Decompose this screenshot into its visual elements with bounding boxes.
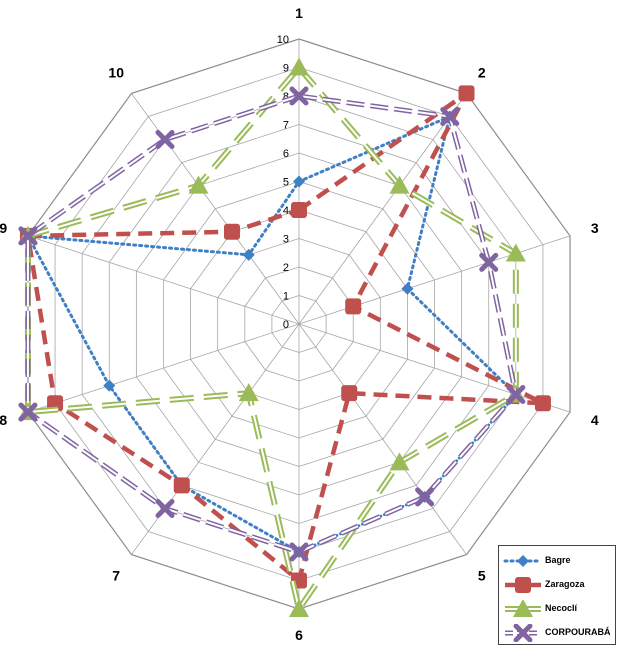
- legend-item: Zaragoza: [499, 574, 617, 596]
- tick-label: 6: [283, 148, 289, 160]
- category-label: 1: [295, 5, 303, 21]
- category-label: 7: [112, 568, 120, 584]
- legend-label: Bagre: [545, 555, 571, 565]
- data-point: [534, 395, 551, 412]
- tick-label: 9: [283, 63, 289, 75]
- tick-label: 7: [283, 120, 289, 132]
- legend-item: Bagre: [499, 550, 617, 572]
- radar-grid: [27, 38, 571, 610]
- data-point: [479, 252, 499, 272]
- category-label: 2: [478, 64, 486, 80]
- data-point: [513, 600, 533, 617]
- data-point: [155, 498, 175, 518]
- series-zaragoza: [19, 85, 551, 589]
- tick-label: 8: [283, 91, 289, 103]
- data-point: [18, 402, 38, 422]
- data-point: [293, 175, 305, 188]
- series-corpourab-: [18, 86, 526, 562]
- data-point: [103, 379, 116, 392]
- legend: Bagre Zaragoza Necoclí CORPOURABÁ: [498, 545, 616, 645]
- grid-spoke: [298, 323, 467, 555]
- tick-label: 3: [283, 234, 289, 246]
- legend-item: Necoclí: [499, 598, 617, 620]
- tick-label: 1: [283, 291, 289, 303]
- legend-swatch: [505, 624, 541, 642]
- data-point: [18, 226, 38, 246]
- tick-label: 5: [283, 177, 289, 189]
- legend-swatch-line: [505, 600, 541, 617]
- data-point: [401, 282, 414, 295]
- legend-swatch-line: [505, 624, 541, 642]
- data-point: [513, 624, 533, 642]
- legend-swatch: [505, 600, 541, 617]
- tick-label: 2: [283, 262, 289, 274]
- tick-label: 10: [277, 34, 289, 46]
- data-point: [238, 383, 259, 402]
- series-necocl-: [17, 57, 526, 617]
- series-line-inner: [26, 65, 517, 612]
- legend-item: CORPOURABÁ: [499, 622, 617, 644]
- data-point: [415, 487, 435, 507]
- tick-label: 0: [283, 319, 289, 331]
- data-point: [188, 175, 209, 194]
- grid-spoke: [298, 235, 571, 325]
- category-label: 5: [478, 568, 486, 584]
- data-point: [341, 385, 358, 402]
- data-point: [345, 298, 362, 315]
- category-label: 10: [108, 64, 124, 80]
- category-label: 3: [591, 220, 599, 236]
- grid-spoke: [131, 323, 300, 555]
- grid-spoke: [27, 323, 300, 413]
- legend-label: Necoclí: [545, 603, 578, 613]
- data-point: [515, 577, 531, 593]
- data-point: [505, 243, 526, 262]
- category-label: 4: [591, 412, 599, 428]
- data-point: [458, 85, 475, 102]
- grid-spoke: [298, 93, 467, 325]
- data-point: [289, 542, 309, 562]
- legend-swatch: [505, 577, 541, 593]
- category-label: 6: [295, 627, 303, 643]
- data-point: [289, 86, 309, 106]
- data-point: [242, 248, 255, 261]
- grid-spoke: [27, 235, 300, 325]
- legend-label: Zaragoza: [545, 579, 585, 589]
- data-point: [517, 555, 529, 567]
- legend-swatch-line: [505, 577, 541, 593]
- data-point: [173, 477, 190, 494]
- category-label: 8: [0, 412, 7, 428]
- data-point: [389, 175, 410, 194]
- legend-label: CORPOURABÁ: [545, 627, 611, 637]
- data-point: [289, 599, 309, 617]
- legend-swatch: [503, 555, 543, 567]
- data-point: [440, 106, 460, 126]
- grid-spoke: [298, 323, 571, 413]
- grid-spoke: [131, 93, 300, 325]
- data-point: [223, 223, 240, 240]
- data-point: [155, 130, 175, 150]
- radial-tick-labels: 0 1 2 3 4 5 6 7 8 9 10: [277, 34, 289, 331]
- series-layer: [17, 57, 551, 617]
- category-label: 9: [0, 220, 7, 236]
- data-point: [389, 452, 410, 471]
- legend-swatch-line: [503, 555, 543, 567]
- data-point: [291, 202, 307, 218]
- data-point: [506, 384, 526, 404]
- data-point: [289, 57, 309, 76]
- tick-label: 4: [283, 205, 289, 217]
